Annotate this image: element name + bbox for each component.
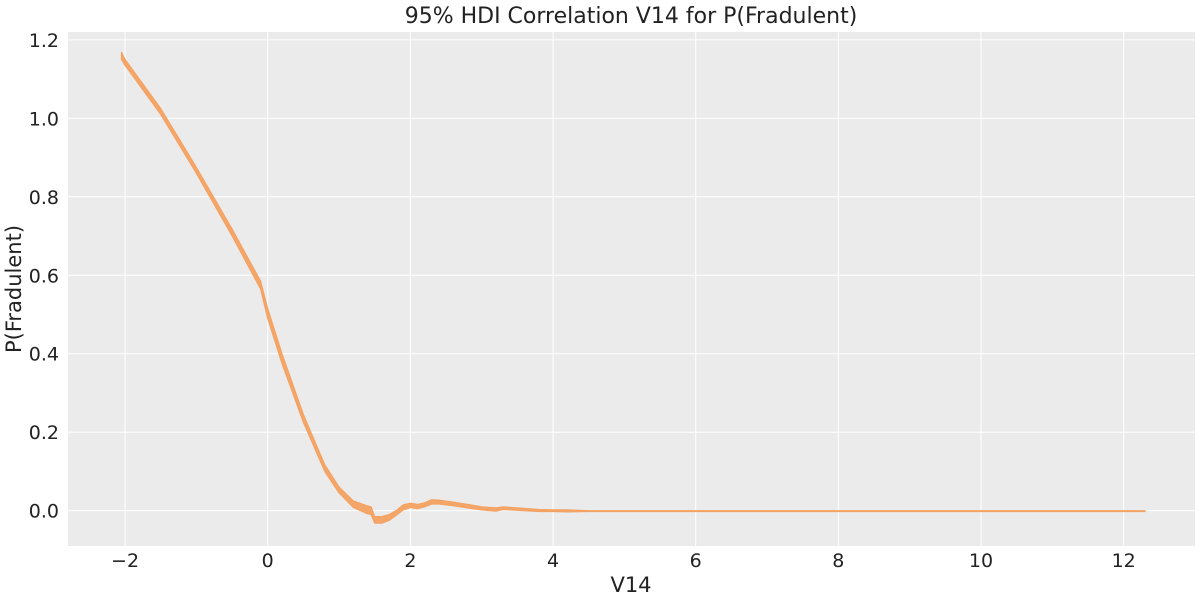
plot-area xyxy=(68,32,1195,546)
hdi-bands xyxy=(120,51,1146,524)
x-tick-label: 4 xyxy=(547,550,559,572)
y-tick-label: 0.2 xyxy=(29,422,59,444)
y-tick-label: 1.2 xyxy=(29,30,59,52)
y-tick-label: 1.0 xyxy=(29,108,59,130)
x-tick-label: 10 xyxy=(969,550,993,572)
y-tick-label: 0.4 xyxy=(29,344,59,366)
x-axis-label: V14 xyxy=(610,573,651,597)
y-tick-labels: 0.0 0.2 0.4 0.6 0.8 1.0 1.2 xyxy=(29,30,59,523)
hdi-band xyxy=(120,51,1146,524)
y-tick-label: 0.0 xyxy=(29,501,59,523)
x-tick-label: 0 xyxy=(262,550,274,572)
y-tick-label: 0.8 xyxy=(29,187,59,209)
x-tick-label: 6 xyxy=(690,550,702,572)
y-tick-label: 0.6 xyxy=(29,265,59,287)
y-axis-label: P(Fradulent) xyxy=(2,225,26,353)
x-tick-label: −2 xyxy=(111,550,139,572)
x-tick-label: 2 xyxy=(404,550,416,572)
x-tick-labels: −2 0 2 4 6 8 10 12 xyxy=(111,550,1136,572)
chart-title: 95% HDI Correlation V14 for P(Fradulent) xyxy=(405,4,858,29)
x-tick-label: 8 xyxy=(832,550,844,572)
x-tick-label: 12 xyxy=(1112,550,1136,572)
